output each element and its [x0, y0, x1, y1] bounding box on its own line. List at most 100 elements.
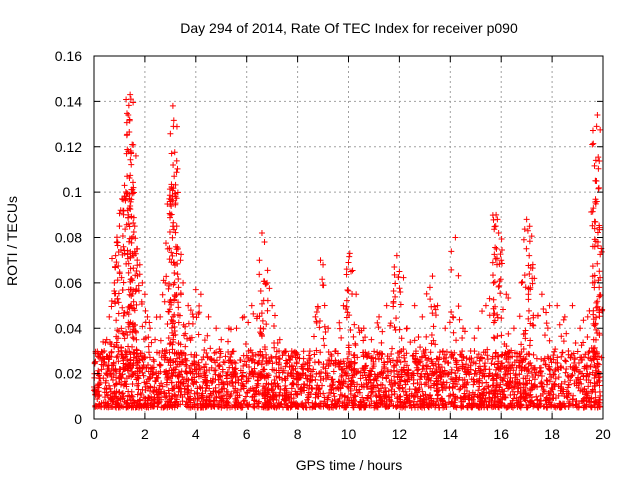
data-point-dense [482, 395, 489, 402]
data-point-dense [591, 383, 598, 390]
x-tick-label: 0 [90, 426, 98, 442]
data-point-dense [338, 373, 345, 380]
data-point-dense [169, 393, 176, 400]
data-point-dense [117, 381, 124, 388]
data-point-dense [185, 383, 192, 390]
data-point-dense [332, 401, 339, 408]
data-point-dense [508, 384, 515, 391]
data-point-dense [259, 390, 266, 397]
x-tick-label: 12 [392, 426, 408, 442]
data-point-dense [371, 371, 378, 378]
data-point-dense [292, 354, 299, 361]
data-point-dense [168, 379, 175, 386]
data-point-dense [155, 391, 162, 398]
data-point-dense [481, 373, 488, 380]
data-point-dense [527, 399, 534, 406]
data-point-dense [588, 388, 595, 395]
data-point-dense [201, 374, 208, 381]
data-point-dense [322, 402, 329, 409]
data-point-dense [406, 386, 413, 393]
data-point-dense [403, 396, 410, 403]
data-point-dense [463, 381, 470, 388]
data-point-dense [254, 377, 261, 384]
data-point-dense [344, 355, 351, 362]
data-point-dense [437, 373, 444, 380]
data-point-dense [231, 402, 238, 409]
data-point-dense [517, 398, 524, 405]
data-point-dense [479, 355, 485, 362]
data-point-dense [388, 391, 395, 398]
data-point-dense [339, 392, 346, 399]
data-point-dense [208, 403, 215, 410]
x-tick-label: 6 [243, 426, 251, 442]
data-point-dense [222, 353, 229, 360]
data-point-dense [95, 393, 102, 400]
x-tick-label: 4 [192, 426, 200, 442]
data-point-dense [425, 375, 432, 382]
data-point-dense [238, 373, 245, 380]
data-point-dense [281, 387, 288, 394]
data-point-dense [165, 387, 172, 394]
data-point-dense [461, 390, 468, 397]
data-point-dense [216, 354, 223, 361]
data-point-dense [324, 372, 331, 379]
data-point-dense [370, 376, 377, 383]
data-point-dense [546, 378, 553, 385]
data-point-dense [475, 387, 482, 394]
data-point-dense [527, 391, 534, 398]
data-point-dense [281, 375, 288, 382]
data-point-dense [494, 390, 501, 397]
data-point-dense [424, 371, 431, 378]
data-point-dense [400, 388, 407, 395]
data-point-dense [542, 396, 549, 403]
data-point-dense [120, 382, 127, 389]
data-point-dense [196, 384, 203, 391]
data-point-dense [94, 395, 101, 402]
data-point-dense [192, 366, 199, 373]
data-point-dense [592, 394, 599, 401]
data-point-dense [498, 352, 505, 359]
data-point-dense [342, 378, 349, 385]
data-point-dense [271, 377, 278, 384]
data-point-dense [574, 348, 581, 355]
data-point-dense [134, 382, 141, 389]
data-point-dense [505, 403, 512, 410]
data-point-dense [103, 404, 110, 411]
data-point-dense [241, 397, 248, 404]
data-point-dense [480, 386, 487, 393]
data-point-dense [239, 404, 246, 411]
data-point-dense [159, 383, 166, 390]
data-point-dense [587, 363, 594, 370]
data-point-dense [520, 380, 527, 387]
data-point-dense [282, 385, 289, 392]
data-point-dense [218, 386, 225, 393]
data-point-dense [184, 382, 191, 389]
data-point-dense [361, 399, 368, 406]
data-point-dense [121, 378, 128, 385]
data-point-dense [376, 394, 383, 401]
data-point-dense [504, 378, 511, 385]
data-point-dense [342, 392, 349, 399]
data-point-dense [596, 382, 603, 389]
data-point-dense [558, 380, 565, 387]
data-point-dense [468, 376, 475, 383]
data-point-dense [368, 385, 375, 392]
data-point-dense [471, 378, 478, 385]
data-point-dense [440, 355, 447, 362]
data-point-dense [119, 390, 126, 397]
data-point-dense [240, 383, 247, 390]
y-tick-label: 0.06 [55, 275, 82, 291]
data-point-dense [550, 352, 557, 359]
data-point-dense [511, 349, 518, 356]
data-point-dense [587, 403, 594, 410]
data-point-dense [136, 397, 143, 404]
data-point-dense [550, 391, 557, 398]
data-point-dense [377, 381, 384, 388]
data-point-dense [269, 366, 276, 373]
data-point-dense [129, 393, 136, 400]
data-point-dense [594, 379, 601, 386]
data-point-dense [212, 384, 219, 391]
y-tick-label: 0 [74, 411, 82, 427]
data-point-dense [300, 355, 307, 362]
data-point-dense [318, 369, 325, 376]
